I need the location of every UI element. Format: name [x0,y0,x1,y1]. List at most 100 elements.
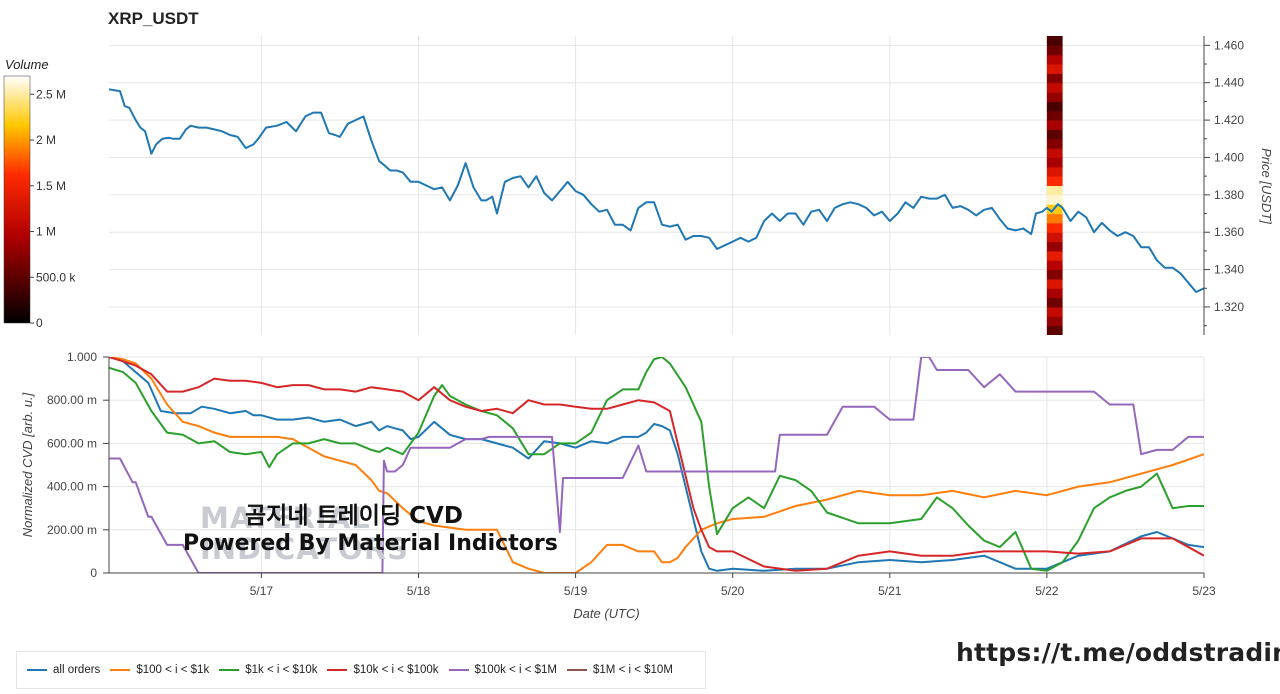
heatmap-cell [1046,194,1063,205]
price-tick-label: 1.460 [1214,38,1244,52]
cvd-line-r10k_100k [109,357,1204,572]
heatmap-cell [1046,316,1063,327]
heatmap-cell [1046,176,1063,186]
heatmap-cell [1046,36,1063,46]
heatmap-cell [1046,82,1063,93]
heatmap-cell [1046,250,1063,261]
heatmap-cell [1046,185,1063,196]
volume-colorbar: 2.5 M 2 M 1.5 M 1 M 500.0 k 0 [3,75,76,330]
colorbar-tick-label: 500.0 k [36,270,76,284]
heatmap-cell [1046,232,1063,243]
heatmap-cell [1046,325,1063,335]
cvd-tick-label: 0 [90,566,97,580]
colorbar-gradient [3,75,31,324]
heatmap-cell [1046,288,1063,299]
cvd-tick-label: 1.000 [67,350,97,364]
watermark-logo-line1: MATERIAL [200,501,371,535]
colorbar-tick-label: 1 M [36,225,56,239]
price-tick-label: 1.440 [1214,76,1244,90]
x-tick-label: 5/19 [564,584,588,598]
price-series [109,88,1204,293]
heatmap-cell [1046,45,1063,56]
x-tick-label: 5/23 [1192,584,1216,598]
x-tick-label: 5/21 [878,584,902,598]
x-tick-label: 5/17 [250,584,274,598]
price-tick-label: 1.340 [1214,263,1244,277]
cvd-tick-label: 600.00 m [47,436,97,450]
volume-heatmap [1046,36,1063,335]
heatmap-cell [1046,110,1063,121]
legend-item-10k-100k[interactable]: $10k < i < $100k [327,664,439,676]
price-tick-label: 1.400 [1214,150,1244,164]
legend-swatch-100-1k [110,669,131,671]
price-grid [109,36,1205,335]
footer-url[interactable]: https://t.me/oddstrading2 [956,638,1280,667]
cvd-series [109,357,1204,573]
cvd-line-r1k_10k [109,357,1204,572]
legend-swatch-100k-1m [448,669,469,671]
heatmap-cell [1046,92,1063,102]
cvd-axis: 5/17 5/18 5/19 5/20 5/21 5/22 5/23 1.000 800.00 … [20,350,1216,621]
colorbar-tick-label: 1.5 M [36,179,66,193]
legend-item-1m-10m[interactable]: $1M < i < $10M [567,664,673,676]
legend-item-100k-1m[interactable]: $100k < i < $1M [448,664,557,676]
heatmap-cell [1046,138,1063,149]
heatmap-cell [1046,157,1063,168]
legend-label-1m-10m: $1M < i < $10M [593,664,673,676]
heatmap-cell [1046,222,1063,233]
heatmap-cell [1046,297,1063,308]
legend-item-1k-10k[interactable]: $1k < i < $10k [219,664,317,676]
price-axis: 1.460 1.440 1.420 1.400 1.380 1.360 1.340 1.320… [1203,36,1274,335]
legend-label-100-1k: $100 < i < $1k [136,664,210,676]
colorbar-tick-label: 2.5 M [36,87,66,101]
price-tick-label: 1.420 [1214,113,1244,127]
heatmap-cell [1046,129,1063,140]
legend-swatch-10k-100k [327,669,348,671]
heatmap-cell [1046,54,1063,65]
legend-swatch-1k-10k [219,669,240,671]
watermark-logo-line2: INDICATORS [200,532,410,566]
heatmap-cell [1046,213,1063,224]
heatmap-cell [1046,241,1063,252]
price-tick-label: 1.320 [1214,300,1244,314]
legend: all orders $100 < i < $1k $1k < i < $10k… [16,651,706,689]
cvd-line-r100_1k [109,357,1204,573]
legend-label-1k-10k: $1k < i < $10k [245,664,318,676]
watermark-line2: Powered By Material Indictors [183,531,558,556]
legend-label-all-orders: all orders [53,664,101,676]
price-line [109,88,1204,293]
cvd-axis-label: Normalized CVD [arb. u.] [20,392,35,537]
heatmap-cell [1046,278,1063,289]
colorbar-tick-label: 2 M [36,133,56,147]
price-tick-label: 1.380 [1214,188,1244,202]
colorbar-tick-label: 0 [36,316,43,330]
price-tick-label: 1.360 [1214,225,1244,239]
legend-item-all-orders[interactable]: all orders [27,664,100,676]
x-tick-label: 5/20 [721,584,745,598]
heatmap-cell [1046,269,1063,280]
legend-label-100k-1m: $100k < i < $1M [474,664,557,676]
legend-swatch-1m-10m [567,669,587,671]
cvd-line-r100k_1m [109,357,1204,573]
x-axis-label: Date (UTC) [573,606,639,621]
heatmap-cell [1046,260,1063,271]
x-tick-label: 5/18 [407,584,431,598]
heatmap-cell [1046,166,1063,177]
heatmap-cell [1046,148,1063,158]
legend-swatch-all-orders [27,669,47,671]
heatmap-cell [1046,73,1063,84]
watermark-logo: MATERIAL INDICATORS [200,503,409,565]
colorbar-title: Volume [5,57,49,72]
legend-label-10k-100k: $10k < i < $100k [353,664,439,676]
legend-item-100-1k[interactable]: $100 < i < $1k [110,664,209,676]
x-tick-label: 5/22 [1035,584,1059,598]
heatmap-cell [1046,101,1063,112]
watermark-line1: 곰지네 트레이딩 CVD [245,503,463,529]
heatmap-cell [1046,306,1063,317]
cvd-tick-label: 200.00 m [47,523,97,537]
cvd-tick-label: 400.00 m [47,480,97,494]
cvd-tick-label: 800.00 m [47,393,97,407]
heatmap-cell [1046,120,1063,130]
